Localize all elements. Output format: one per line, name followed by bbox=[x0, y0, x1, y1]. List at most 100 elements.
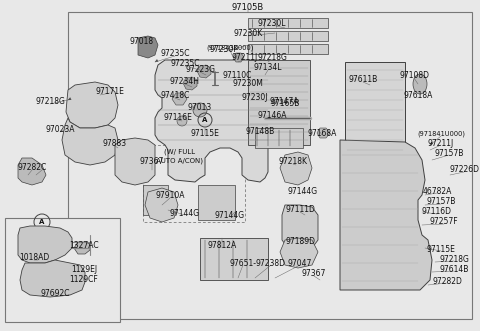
Text: 97211J: 97211J bbox=[428, 138, 454, 148]
Text: 97108D: 97108D bbox=[399, 71, 429, 80]
Polygon shape bbox=[66, 82, 118, 128]
Text: 97134L: 97134L bbox=[254, 64, 282, 72]
Polygon shape bbox=[280, 152, 312, 185]
Text: 97883: 97883 bbox=[103, 139, 127, 149]
Ellipse shape bbox=[413, 74, 427, 94]
Text: 97235C: 97235C bbox=[170, 60, 200, 69]
Polygon shape bbox=[197, 65, 211, 78]
Polygon shape bbox=[62, 118, 118, 165]
Text: 1129CF: 1129CF bbox=[70, 274, 98, 283]
Text: 97611B: 97611B bbox=[348, 75, 378, 84]
Text: 1018AD: 1018AD bbox=[19, 254, 49, 262]
Polygon shape bbox=[155, 60, 280, 182]
Text: 97614B: 97614B bbox=[439, 264, 468, 273]
Bar bbox=[200, 238, 268, 280]
Bar bbox=[345, 62, 405, 162]
Text: 97013: 97013 bbox=[188, 103, 212, 112]
Text: (971843K000): (971843K000) bbox=[206, 45, 254, 51]
Polygon shape bbox=[115, 138, 155, 185]
Text: 97692C: 97692C bbox=[40, 290, 70, 299]
Polygon shape bbox=[20, 260, 85, 297]
Bar bbox=[143, 145, 245, 222]
Text: 97189D: 97189D bbox=[285, 238, 315, 247]
Text: 97226D: 97226D bbox=[449, 166, 479, 174]
Text: 97367: 97367 bbox=[140, 158, 164, 166]
Polygon shape bbox=[145, 188, 178, 222]
Text: 97168A: 97168A bbox=[307, 128, 336, 137]
Text: 97282D: 97282D bbox=[432, 276, 462, 286]
Text: 97157B: 97157B bbox=[426, 198, 456, 207]
Polygon shape bbox=[282, 205, 318, 250]
Polygon shape bbox=[317, 128, 330, 138]
Text: 97144G: 97144G bbox=[288, 187, 318, 197]
Text: 97148B: 97148B bbox=[245, 127, 275, 136]
Text: 97618A: 97618A bbox=[403, 90, 432, 100]
Text: 97023A: 97023A bbox=[45, 125, 75, 134]
Text: 97418C: 97418C bbox=[160, 91, 190, 101]
Polygon shape bbox=[430, 142, 433, 145]
Bar bbox=[5, 218, 120, 322]
Bar bbox=[248, 31, 328, 41]
Bar bbox=[248, 44, 328, 54]
Text: (971841U000): (971841U000) bbox=[417, 131, 465, 137]
Text: AUTO A/CON): AUTO A/CON) bbox=[156, 158, 204, 164]
Polygon shape bbox=[18, 226, 72, 263]
Text: 97144G: 97144G bbox=[170, 209, 200, 217]
Text: 97157B: 97157B bbox=[434, 149, 464, 158]
Text: 97218G: 97218G bbox=[439, 255, 469, 263]
Polygon shape bbox=[138, 36, 158, 58]
Text: 97115E: 97115E bbox=[427, 245, 456, 254]
Circle shape bbox=[177, 116, 187, 126]
Text: 97211J: 97211J bbox=[232, 53, 258, 62]
Text: A: A bbox=[39, 219, 45, 225]
Text: 97910A: 97910A bbox=[155, 192, 185, 201]
Text: (W/ FULL: (W/ FULL bbox=[165, 149, 195, 155]
Text: 97282C: 97282C bbox=[17, 164, 47, 172]
Text: 97812A: 97812A bbox=[207, 242, 237, 251]
Text: 97146A: 97146A bbox=[257, 112, 287, 120]
Text: 97218K: 97218K bbox=[278, 158, 308, 166]
Text: 97230L: 97230L bbox=[258, 19, 286, 27]
Text: 97116E: 97116E bbox=[164, 114, 192, 122]
Text: 97115E: 97115E bbox=[191, 128, 219, 137]
Text: 97223G: 97223G bbox=[185, 66, 215, 74]
Text: 97116D: 97116D bbox=[422, 208, 452, 216]
Text: A: A bbox=[202, 117, 208, 123]
Circle shape bbox=[193, 103, 207, 117]
Text: 97110C: 97110C bbox=[222, 71, 252, 79]
Polygon shape bbox=[233, 53, 244, 62]
Text: 97235C: 97235C bbox=[160, 50, 190, 59]
Bar bbox=[255, 128, 303, 148]
Text: 1327AC: 1327AC bbox=[69, 242, 99, 251]
Bar bbox=[68, 12, 472, 319]
Polygon shape bbox=[183, 77, 197, 90]
Text: 97230P: 97230P bbox=[210, 45, 239, 55]
Text: 97230J: 97230J bbox=[242, 92, 268, 102]
Text: 97238D: 97238D bbox=[256, 259, 286, 267]
Text: 97257F: 97257F bbox=[430, 217, 458, 226]
Bar bbox=[248, 18, 328, 28]
Text: 97047: 97047 bbox=[288, 259, 312, 267]
Text: 1129EJ: 1129EJ bbox=[71, 265, 97, 274]
Polygon shape bbox=[172, 93, 187, 105]
Polygon shape bbox=[74, 242, 90, 254]
Text: 97111D: 97111D bbox=[285, 206, 315, 214]
Text: 97165B: 97165B bbox=[270, 100, 300, 109]
Text: 97230K: 97230K bbox=[233, 29, 263, 38]
Polygon shape bbox=[280, 238, 318, 268]
Text: 97018: 97018 bbox=[130, 37, 154, 46]
Text: 97105B: 97105B bbox=[232, 4, 264, 13]
Polygon shape bbox=[340, 140, 432, 290]
Polygon shape bbox=[155, 60, 158, 62]
Text: 97147A: 97147A bbox=[269, 97, 299, 106]
Text: 46782A: 46782A bbox=[422, 186, 452, 196]
Text: 97651-: 97651- bbox=[229, 259, 256, 267]
Text: 97230M: 97230M bbox=[233, 79, 264, 88]
Polygon shape bbox=[18, 158, 46, 185]
Text: 97367: 97367 bbox=[302, 269, 326, 278]
Text: 97171E: 97171E bbox=[96, 86, 124, 96]
Text: 97234H: 97234H bbox=[170, 77, 200, 86]
Text: 97218G: 97218G bbox=[257, 53, 287, 62]
Text: 97144G: 97144G bbox=[215, 211, 245, 219]
Polygon shape bbox=[248, 60, 310, 145]
